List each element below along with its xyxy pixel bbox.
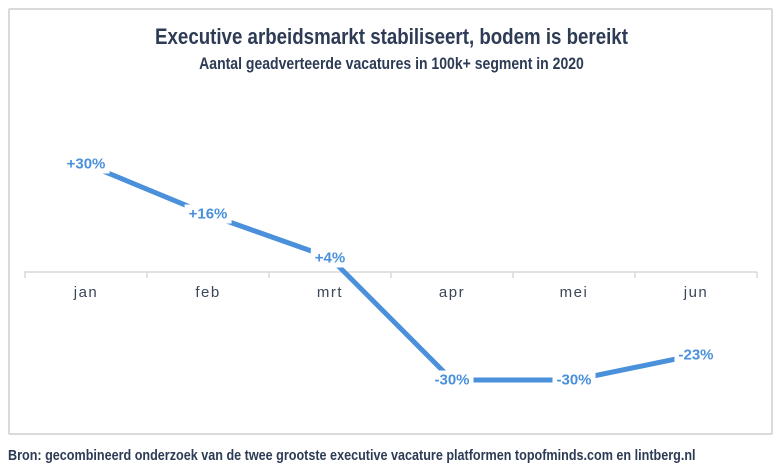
data-label-apr: -30% — [430, 370, 474, 390]
data-label-mrt: +4% — [310, 248, 350, 268]
x-axis-label-mei: mei — [559, 284, 589, 301]
x-axis-label-feb: feb — [195, 284, 221, 301]
x-axis-label-apr: apr — [438, 284, 466, 301]
data-label-jun: -23% — [674, 345, 718, 365]
chart-subtitle: Aantal geadverteerde vacatures in 100k+ … — [199, 55, 584, 73]
x-axis-label-jun: jun — [683, 284, 709, 301]
data-label-jan: +30% — [62, 154, 110, 174]
data-label-mei: -30% — [552, 370, 596, 390]
x-axis-label-mrt: mrt — [316, 284, 344, 301]
data-label-feb: +16% — [184, 204, 232, 224]
x-axis-label-jan: jan — [73, 284, 99, 301]
source-note: Bron: gecombineerd onderzoek van de twee… — [8, 447, 696, 464]
chart-title: Executive arbeidsmarkt stabiliseert, bod… — [155, 24, 628, 49]
